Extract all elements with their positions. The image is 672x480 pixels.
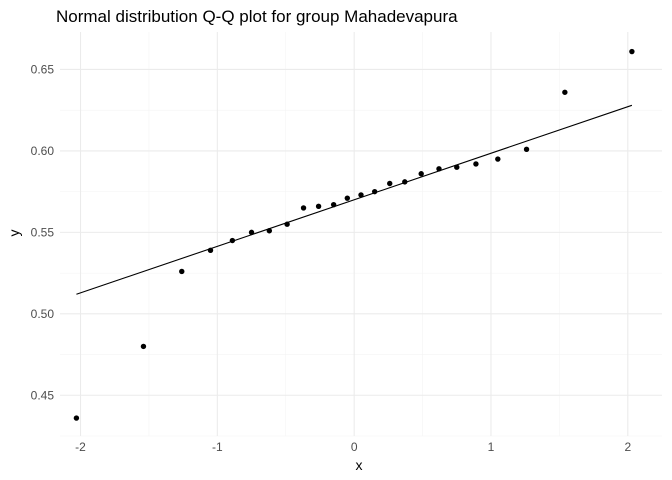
y-tick-label: 0.65 (31, 62, 55, 76)
y-tick-label: 0.55 (31, 225, 55, 239)
qq-point (358, 192, 364, 198)
qq-point (562, 89, 568, 95)
qq-point (266, 228, 273, 234)
x-tick-label: -2 (75, 440, 86, 454)
qq-point (402, 179, 408, 185)
qq-point (140, 343, 147, 350)
x-tick-label: 0 (351, 440, 358, 454)
y-tick-label: 0.60 (31, 144, 55, 158)
y-axis-ticks: 0.45 0.50 0.55 0.60 0.65 (31, 62, 55, 402)
qq-point (387, 180, 393, 187)
qq-point (495, 156, 501, 162)
qq-point (73, 415, 80, 421)
qq-point (629, 48, 635, 55)
x-axis-title: x (356, 457, 363, 473)
qq-point (473, 161, 479, 167)
qq-point (330, 201, 337, 208)
x-tick-label: -1 (212, 440, 223, 454)
qq-point (207, 247, 214, 253)
qq-point (418, 171, 424, 177)
major-grid (60, 32, 662, 436)
y-axis-title: y (6, 230, 22, 237)
qq-point (454, 164, 460, 170)
y-tick-label: 0.50 (31, 307, 55, 321)
qq-point (248, 229, 255, 236)
y-tick-label: 0.45 (31, 388, 55, 402)
minor-grid (60, 32, 662, 437)
chart-title: Normal distribution Q-Q plot for group M… (56, 7, 458, 26)
qq-point (344, 195, 351, 201)
qq-point (179, 268, 185, 275)
qq-reference-line (76, 104, 633, 295)
qq-point (523, 146, 530, 152)
qq-point (284, 221, 290, 227)
x-axis-ticks: -2 -1 0 1 2 (75, 440, 631, 454)
x-tick-label: 1 (488, 440, 495, 454)
qq-point (229, 237, 236, 244)
qq-point (300, 205, 307, 211)
x-tick-label: 2 (624, 440, 631, 454)
qq-point (315, 203, 322, 210)
points-layer (73, 48, 635, 421)
reference-line-layer (76, 104, 633, 295)
qq-point (371, 188, 378, 195)
qq-point (436, 166, 442, 172)
